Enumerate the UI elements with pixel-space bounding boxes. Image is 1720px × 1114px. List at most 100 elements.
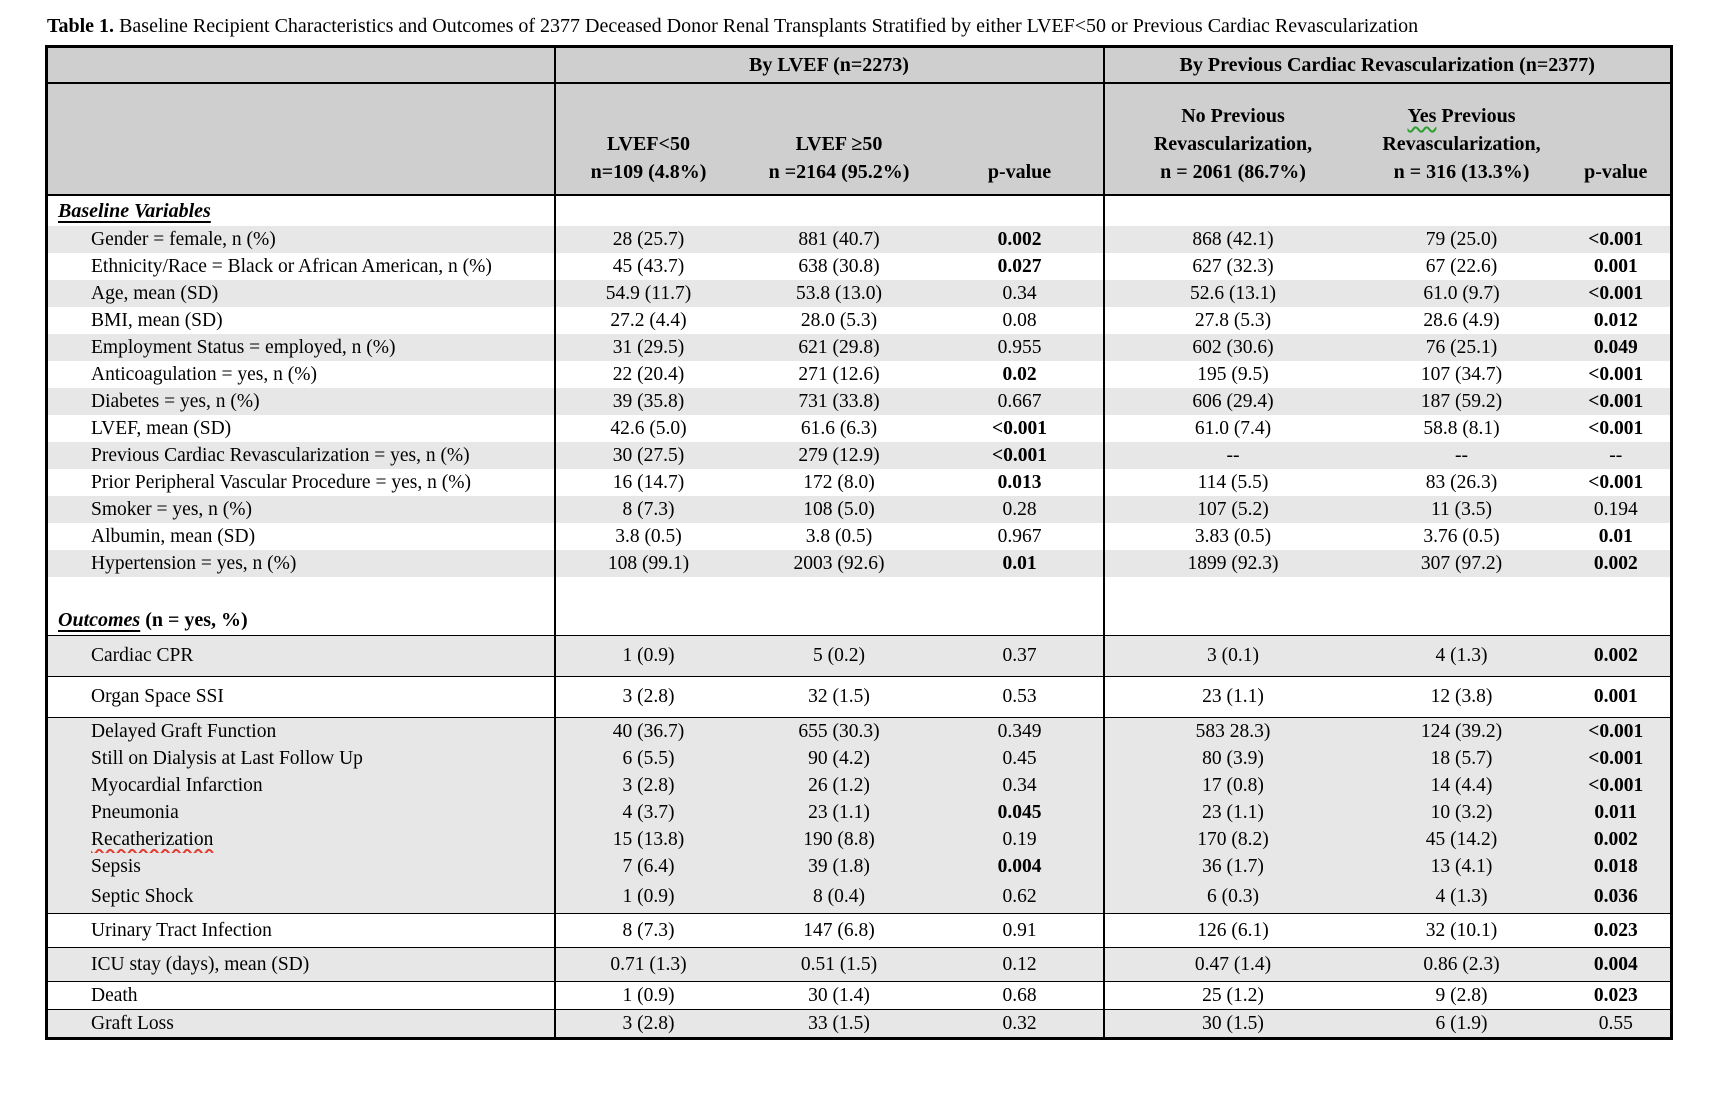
cell-yes-revasc: 45 (14.2) [1361, 826, 1562, 853]
empty-cell [1102, 577, 1362, 605]
empty-cell [1562, 605, 1672, 636]
cell-pvalue-lvef: 0.967 [997, 525, 1042, 547]
cell-pvalue-lvef: 0.53 [936, 676, 1104, 718]
cell-pvalue-lvef: 0.32 [936, 1009, 1104, 1039]
cell-lvef-low: 40 (36.7) [553, 717, 742, 745]
cell-pvalue-revasc: 0.002 [1561, 550, 1672, 577]
cell-no-revasc: 3 (0.1) [1102, 635, 1362, 677]
cell-pvalue-revasc: <0.001 [1561, 745, 1672, 772]
table-row: Organ Space SSI 3 (2.8) 32 (1.5) 0.53 23 (1.… [46, 676, 1672, 718]
row-label: Smoker = yes, n (%) [46, 496, 555, 523]
cell-lvef-low: 31 (29.5) [553, 334, 742, 361]
section-heading-row: Baseline Variables [47, 195, 1672, 226]
cell-no-revasc: 602 (30.6) [1102, 334, 1362, 361]
table-row: Recatherization 15 (13.8) 190 (8.8) 0.19 170… [46, 826, 1672, 853]
empty-cell [553, 577, 742, 605]
cell-pvalue-lvef: 0.37 [936, 635, 1104, 677]
cell-yes-revasc: 61.0 (9.7) [1361, 280, 1562, 307]
empty-cell [46, 577, 555, 605]
cell-no-revasc: 27.8 (5.3) [1102, 307, 1362, 334]
table-row: Diabetes = yes, n (%) 39 (35.8) 731 (33.8)… [46, 388, 1672, 415]
cell-lvef-low: 16 (14.7) [553, 469, 742, 496]
cell-pvalue-revasc: <0.001 [1561, 717, 1672, 745]
column-header-lvef-high: LVEF ≥50 n =2164 (95.2%) [741, 83, 937, 196]
table-row: Myocardial Infarction 3 (2.8) 26 (1.2) 0.34… [46, 772, 1672, 799]
cell-yes-revasc: 32 (10.1) [1361, 913, 1562, 948]
cell-no-revasc: 36 (1.7) [1102, 853, 1362, 880]
table-caption: Table 1. Baseline Recipient Characterist… [47, 14, 1670, 38]
cell-no-revasc: 61.0 (7.4) [1102, 415, 1362, 442]
cell-pvalue-lvef: 0.002 [936, 226, 1104, 253]
cell-yes-revasc: 58.8 (8.1) [1423, 417, 1500, 439]
cell-lvef-low: 39 (35.8) [553, 388, 742, 415]
column-header-yes-revascularization: Yes Previous Revascularization, n = 316 … [1361, 83, 1562, 196]
cell-lvef-low: 30 (27.5) [553, 442, 742, 469]
row-label: Previous Cardiac Revascularization = yes… [46, 442, 555, 469]
cell-lvef-high: 655 (30.3) [741, 717, 937, 745]
cell-pvalue-lvef: 0.12 [936, 947, 1104, 982]
cell-yes-revasc: 67 (22.6) [1425, 255, 1498, 277]
cell-lvef-low: 8 (7.3) [553, 913, 742, 948]
cell-pvalue-lvef: <0.001 [936, 442, 1104, 469]
group-header-revascularization: By Previous Cardiac Revascularization (n… [1102, 46, 1672, 84]
cell-yes-revasc: 107 (34.7) [1420, 363, 1503, 385]
section-heading-title: Baseline Variables [58, 199, 211, 222]
cell-lvef-low: 3.8 (0.5) [553, 523, 742, 550]
cell-lvef-high: 53.8 (13.0) [741, 280, 937, 307]
table-row: Delayed Graft Function 40 (36.7) 655 (30.3… [46, 717, 1672, 745]
cell-no-revasc: 0.47 (1.4) [1102, 947, 1362, 982]
cell-no-revasc: 6 (0.3) [1102, 880, 1362, 914]
cell-pvalue-revasc: 0.012 [1593, 309, 1638, 331]
row-label: Graft Loss [46, 1009, 555, 1039]
cell-lvef-low: 0.71 (1.3) [553, 947, 742, 982]
cell-lvef-low: 45 (43.7) [553, 253, 742, 280]
cell-yes-revasc: 18 (5.7) [1361, 745, 1562, 772]
cell-yes-revasc: -- [1361, 442, 1562, 469]
cell-yes-revasc: 9 (2.8) [1361, 981, 1562, 1010]
cell-pvalue-revasc: <0.001 [1561, 388, 1672, 415]
cell-no-revasc: 25 (1.2) [1102, 981, 1362, 1010]
row-label: BMI, mean (SD) [91, 309, 223, 331]
cell-pvalue-revasc: 0.023 [1561, 981, 1672, 1010]
empty-cell [742, 605, 937, 636]
cell-lvef-high: 8 (0.4) [741, 880, 937, 914]
cell-pvalue-revasc: <0.001 [1561, 772, 1672, 799]
empty-cell [1102, 195, 1362, 226]
spacer-row [46, 577, 1672, 605]
cell-pvalue-lvef: 0.013 [997, 471, 1042, 493]
column-header-lvef-low: LVEF<50 n=109 (4.8%) [553, 83, 742, 196]
table-row: Smoker = yes, n (%) 8 (7.3) 108 (5.0) 0.28 1… [46, 496, 1672, 523]
row-label: Gender = female, n (%) [46, 226, 555, 253]
row-label: Death [46, 981, 555, 1010]
cell-lvef-high: 30 (1.4) [741, 981, 937, 1010]
corner-cell [46, 46, 555, 84]
group-header-row: By LVEF (n=2273) By Previous Cardiac Rev… [46, 46, 1672, 84]
cell-pvalue-revasc: 0.194 [1561, 496, 1672, 523]
cell-no-revasc: 583 28.3) [1102, 717, 1362, 745]
cell-lvef-low: 7 (6.4) [553, 853, 742, 880]
cell-lvef-low: 1 (0.9) [553, 880, 742, 914]
cell-lvef-low: 3 (2.8) [553, 1009, 742, 1039]
cell-yes-revasc: 0.86 (2.3) [1361, 947, 1562, 982]
section-heading: Outcomes (n = yes, %) [47, 605, 555, 636]
table-row: Septic Shock 1 (0.9) 8 (0.4) 0.62 6 (0.3) 4 (… [46, 880, 1672, 914]
cell-pvalue-lvef: 0.62 [936, 880, 1104, 914]
cell-lvef-high: 32 (1.5) [741, 676, 937, 718]
section-heading: Baseline Variables [47, 195, 555, 226]
row-label: Hypertension = yes, n (%) [46, 550, 555, 577]
cell-no-revasc: 195 (9.5) [1102, 361, 1362, 388]
cell-lvef-high: 3.8 (0.5) [805, 525, 873, 547]
cell-pvalue-revasc: <0.001 [1561, 226, 1672, 253]
empty-cell [553, 605, 742, 636]
spellcheck-word: Yes [1407, 105, 1437, 127]
cell-lvef-low: 54.9 (11.7) [553, 280, 742, 307]
table-row: Ethnicity/Race = Black or African Americ… [47, 253, 1672, 280]
cell-pvalue-revasc: <0.001 [1588, 363, 1644, 385]
empty-cell [937, 605, 1104, 636]
cell-no-revasc: 868 (42.1) [1102, 226, 1362, 253]
corner-cell-2 [46, 83, 555, 196]
row-label: Organ Space SSI [46, 676, 555, 718]
group-header-lvef: By LVEF (n=2273) [553, 46, 1104, 84]
table-caption-label: Table 1. [47, 15, 115, 37]
cell-yes-revasc: 4 (1.3) [1361, 880, 1562, 914]
